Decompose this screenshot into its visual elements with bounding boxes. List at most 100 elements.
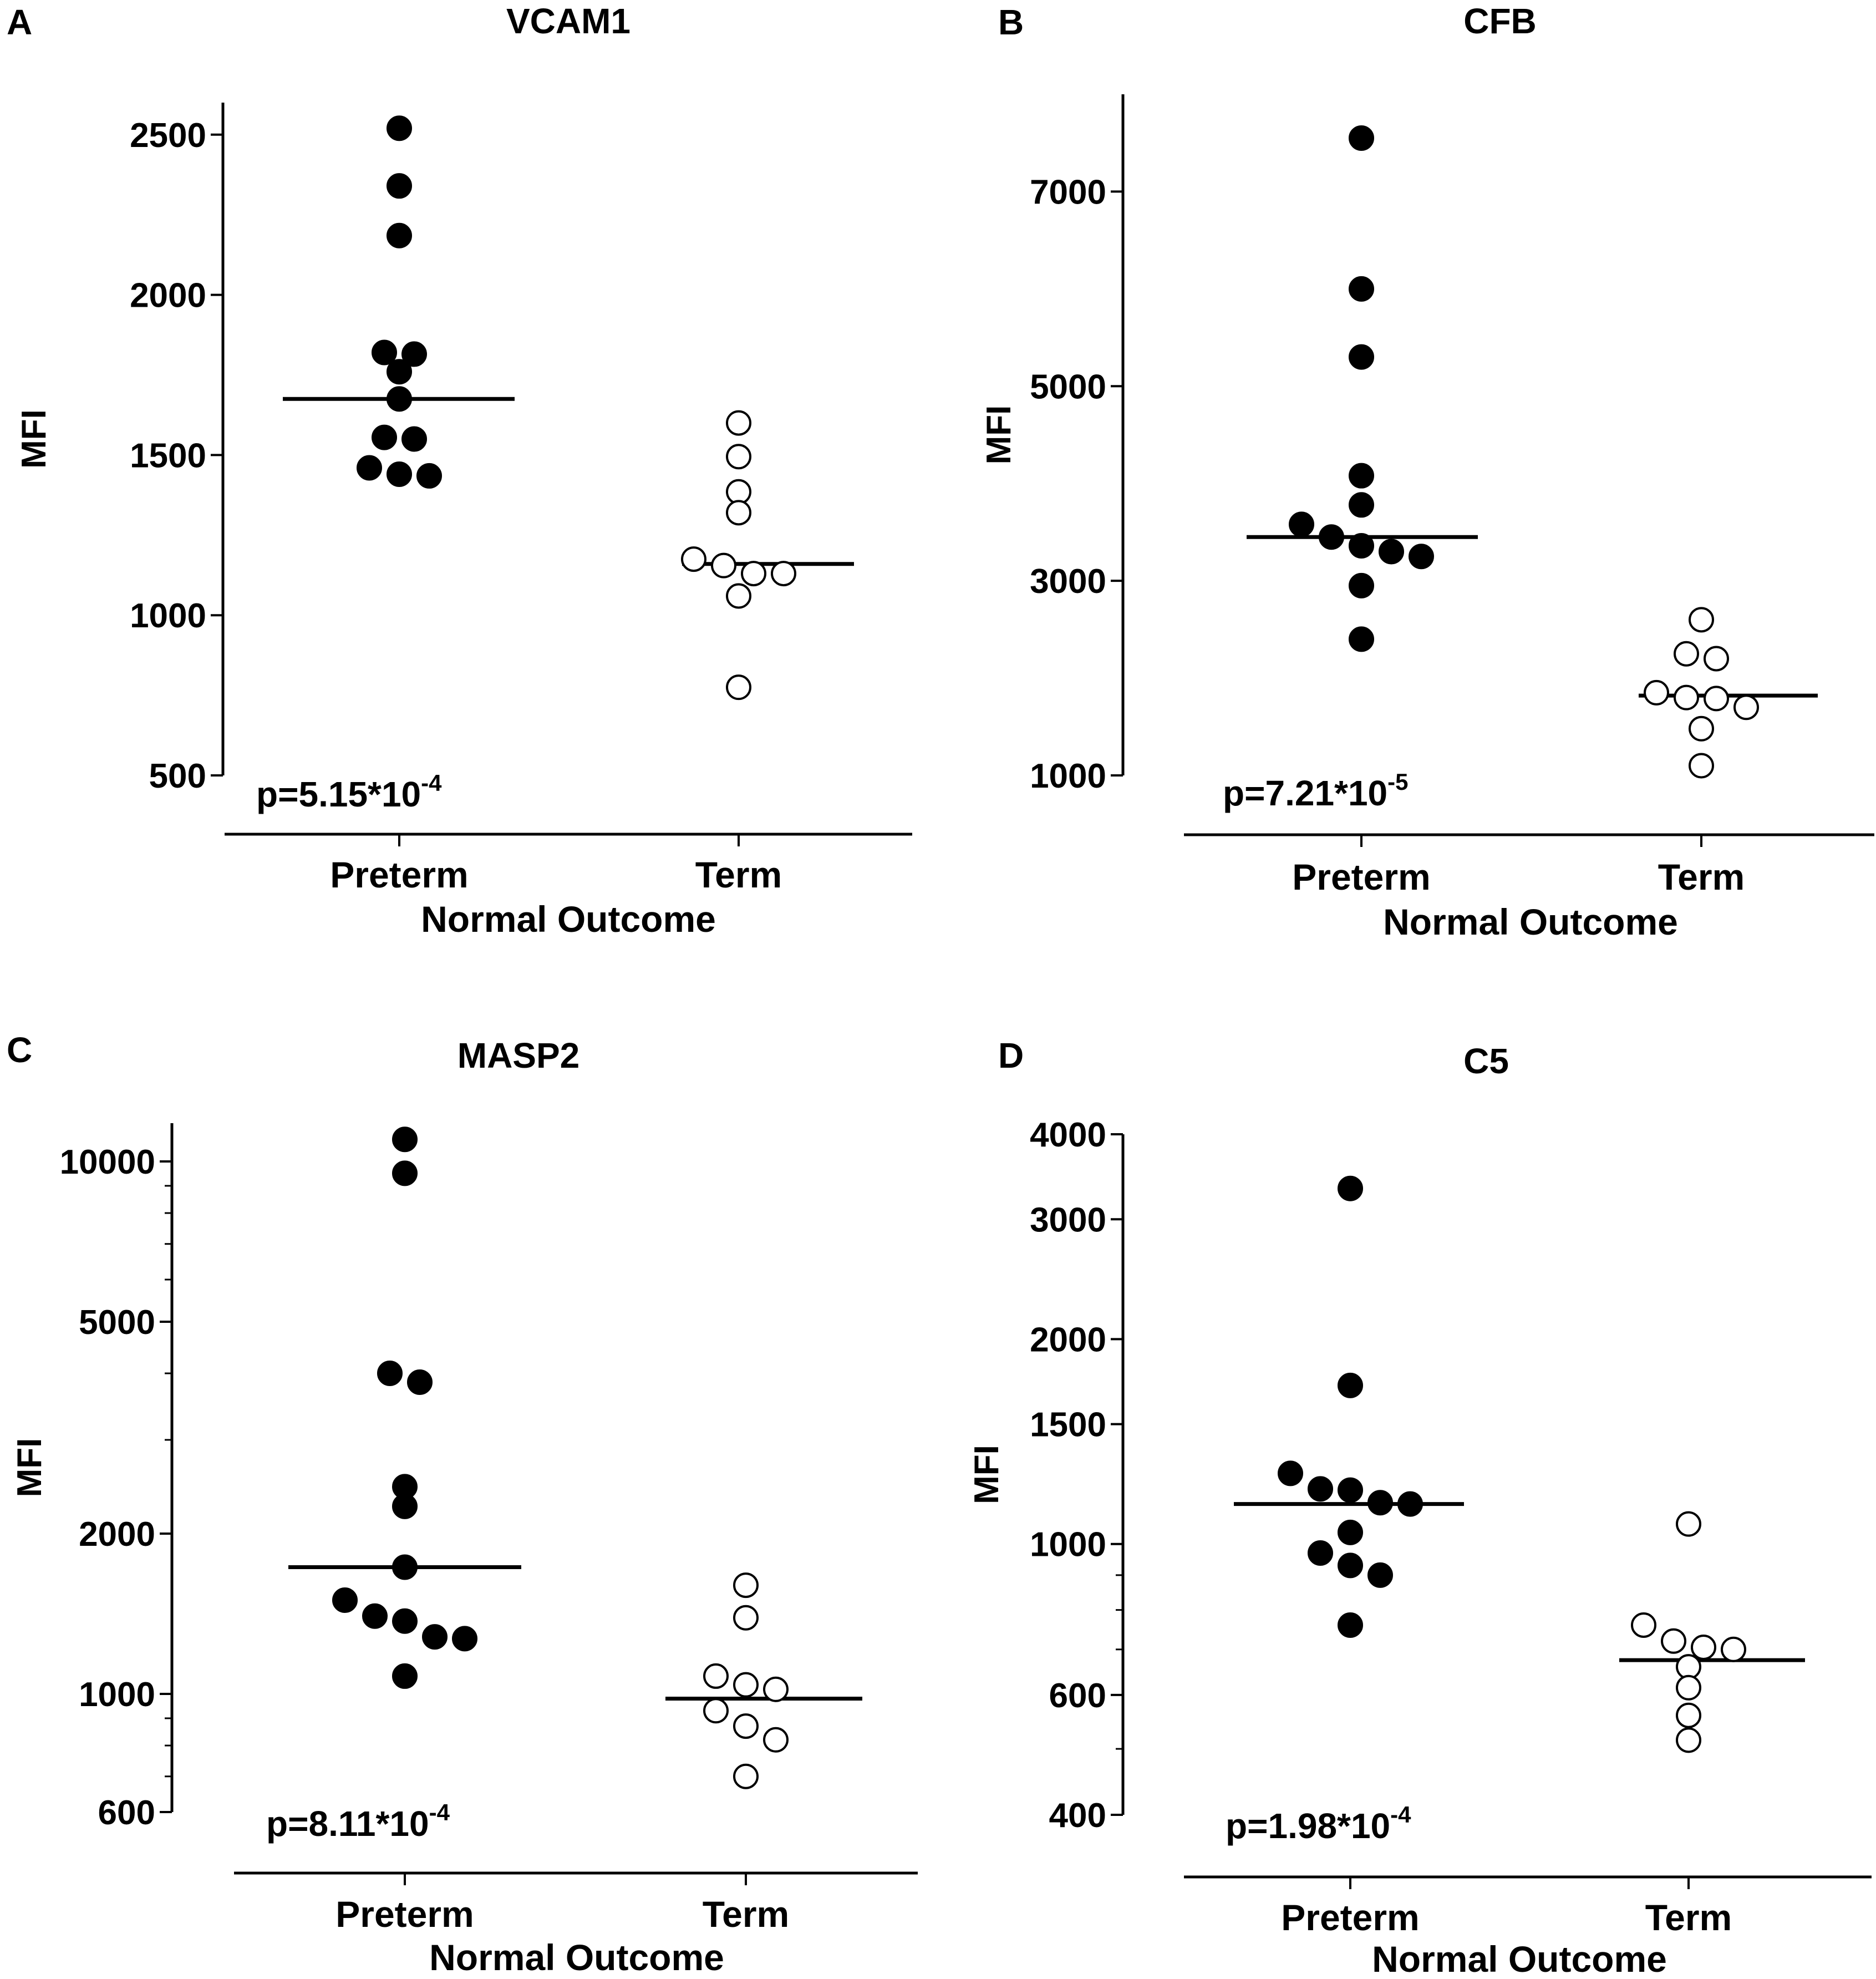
data-point-preterm [1349,344,1374,370]
p-value-exponent: -5 [1387,769,1408,795]
y-tick-label: 5000 [79,1303,155,1342]
y-axis-title: MFI [15,409,53,469]
data-point-term [1689,753,1714,779]
x-category-label: Term [1645,1897,1732,1938]
data-point-preterm [392,1554,418,1580]
y-tick-label: 1000 [1030,757,1106,795]
p-value-base: p=7.21*10 [1223,773,1387,813]
data-point-term [726,500,751,526]
data-point-term [711,552,736,579]
data-point-preterm [332,1587,358,1613]
data-point-preterm [1349,532,1374,559]
p-value-base: p=8.11*10 [266,1804,429,1844]
data-point-term [1689,716,1714,742]
data-point-term [733,1672,759,1698]
data-point-preterm [1308,1476,1333,1502]
p-value-exponent: -4 [429,1799,450,1825]
p-value-label: p=1.98*10-4 [1226,1802,1411,1846]
data-point-preterm [392,1663,418,1689]
p-value-base: p=5.15*10 [256,774,421,814]
data-point-preterm [1397,1491,1423,1517]
data-point-term [1676,1702,1701,1728]
y-tick-label: 10000 [60,1143,155,1181]
data-point-term [763,1727,789,1753]
y-tick-label: 1500 [1030,1406,1106,1444]
y-axis-title: MFI [968,1445,1006,1504]
data-point-term [1676,1727,1701,1753]
data-point-preterm [372,424,397,450]
y-tick-label: 4000 [1030,1116,1106,1154]
y-tick-label: 7000 [1030,173,1106,211]
data-point-preterm [1349,572,1374,598]
data-point-term [1691,1634,1716,1660]
data-point-preterm [1278,1460,1303,1486]
data-point-preterm [392,1126,418,1153]
x-axis-title: Normal Outcome [421,899,716,940]
data-point-term [1721,1636,1746,1662]
data-point-preterm [416,463,442,489]
data-point-preterm [1409,544,1434,570]
data-point-preterm [372,339,397,366]
y-tick-label: 600 [98,1794,155,1832]
data-point-term [1644,679,1669,706]
y-tick-label: 1500 [130,437,206,475]
y-tick-label: 600 [1049,1677,1106,1715]
data-point-preterm [1349,125,1374,151]
y-tick-label: 2500 [130,116,206,155]
y-tick-label: 3000 [1030,1201,1106,1239]
data-point-preterm [1338,1477,1363,1503]
data-point-term [1704,686,1729,712]
p-value-label: p=8.11*10-4 [266,1799,450,1844]
data-point-term [1631,1612,1656,1638]
p-value-exponent: -4 [1390,1802,1411,1828]
panel-letter: D [998,1036,1024,1075]
data-point-preterm [422,1624,448,1650]
p-value-base: p=1.98*10 [1226,1806,1390,1846]
data-point-preterm [387,115,412,141]
data-point-preterm [1349,626,1374,652]
data-point-preterm [1367,1562,1393,1588]
panel-a: A VCAM1 500 1000 1500 2000 2500 MFI Preterm TermN… [7,1,912,940]
data-point-term [1689,607,1714,633]
data-point-preterm [387,386,412,412]
x-category-label: Preterm [1281,1897,1419,1938]
data-point-term [733,1605,759,1631]
data-point-preterm [357,455,382,481]
data-point-preterm [1338,1372,1363,1398]
data-point-preterm [1319,524,1344,550]
data-point-preterm [392,1608,418,1634]
data-point-preterm [377,1361,403,1387]
y-tick-label: 2000 [130,277,206,315]
data-point-preterm [387,359,412,385]
y-tick-label: 2000 [79,1515,155,1554]
data-point-term [1661,1628,1686,1654]
data-point-preterm [401,341,427,367]
x-category-label: Term [703,1894,790,1935]
x-category-label: Preterm [1292,856,1430,897]
panel-letter: B [998,2,1024,42]
x-axis-title: Normal Outcome [1383,901,1678,942]
data-point-term [726,410,751,436]
x-category-label: Preterm [330,854,468,895]
data-point-term [763,1676,789,1702]
data-point-preterm [1289,511,1314,537]
data-point-term [681,546,706,572]
data-point-term [1676,1674,1701,1701]
y-axis-title: MFI [11,1438,49,1498]
data-point-term [726,583,751,609]
y-tick-label: 1000 [130,597,206,635]
data-point-preterm [1349,276,1374,302]
x-category-label: Term [1658,856,1745,897]
chart-title: VCAM1 [506,1,631,41]
data-point-term [703,1663,729,1689]
data-point-term [1676,1511,1701,1537]
data-point-preterm [452,1626,477,1652]
data-point-term [1674,684,1699,711]
data-point-term [726,444,751,470]
panel-b: B CFB 1000 3000 5000 7000 MFI Preterm TermNormal… [980,1,1874,942]
panel-letter: C [7,1030,32,1070]
data-point-preterm [1338,1552,1363,1579]
panel-c: C MASP2 600 1000 2000 5000 10000 MFI Preterm Term… [7,1030,918,1978]
y-tick-label: 1000 [1030,1526,1106,1564]
